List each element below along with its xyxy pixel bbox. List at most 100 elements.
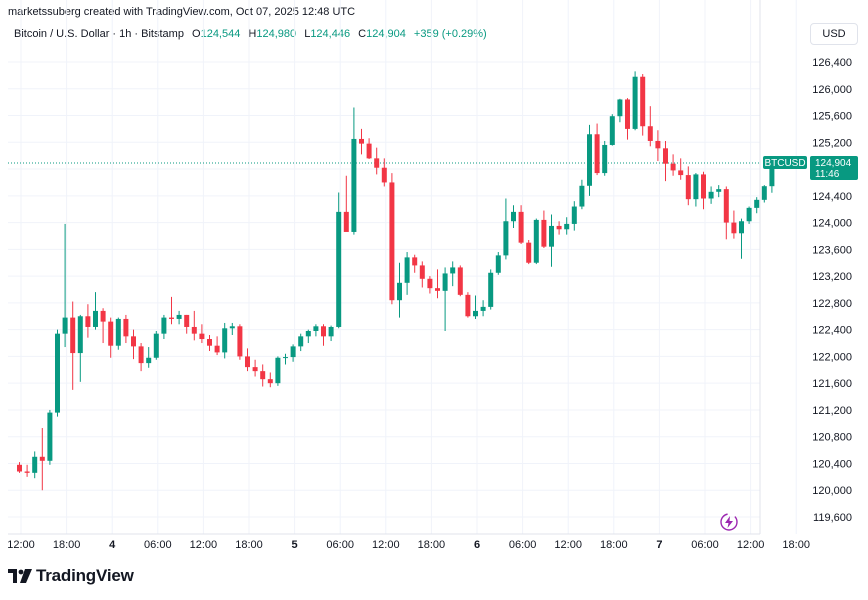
candle [290,344,296,362]
candle-body [427,278,433,289]
candle-body [533,219,539,263]
currency-button[interactable]: USD [810,23,858,45]
candle [564,217,570,235]
candle [655,130,661,162]
candle-body [131,336,136,347]
y-tick-label: 123,200 [812,271,852,283]
candle-body [526,242,532,263]
candle [184,314,190,334]
candle [47,409,53,465]
candle-body [511,211,516,222]
candle [640,74,646,136]
candle-body [328,326,334,337]
chart-legend: Bitcoin / U.S. Dollar · 1h · Bitstamp O1… [14,28,487,40]
candle [739,218,744,259]
x-tick-label: 18:00 [600,539,628,551]
candle-body [609,116,615,145]
candle [541,210,547,249]
candle [746,206,752,224]
candle [32,451,38,479]
candle [321,324,326,346]
candle [723,186,729,240]
candle [214,336,220,356]
candle [305,329,311,344]
candle-body [47,412,53,461]
candle-body [549,225,554,247]
candle-body [480,306,486,311]
candle-body [640,76,646,127]
candle-body [587,134,592,186]
y-tick-label: 123,600 [812,244,852,256]
flash-icon[interactable] [719,512,739,532]
candle-body [55,333,60,413]
candle-body [739,221,744,234]
candle-body [229,326,235,329]
candle-body [321,326,326,337]
x-tick-label: 18:00 [235,539,263,551]
candle-body [397,282,402,301]
candle [397,262,402,318]
candle-body [374,158,380,168]
candle [708,186,714,204]
y-tick-label: 124,400 [812,191,852,203]
candle [442,267,448,331]
x-tick-label: 12:00 [190,539,218,551]
x-tick-label: 12:00 [372,539,400,551]
candle [761,185,767,203]
candle-body [731,222,737,234]
candle-body [100,310,106,322]
candle [503,198,509,260]
x-tick-label: 4 [109,539,116,551]
candle [138,343,144,372]
candle-body [625,99,630,129]
candle-body [488,272,494,307]
candle [480,300,486,317]
candle [229,322,235,335]
price-tag-countdown: 11:46 [815,169,840,180]
candle-body [617,99,623,117]
candle-body [465,294,471,317]
candle [526,239,532,265]
candle [609,114,615,146]
candle [754,197,760,214]
candle-body [39,456,45,461]
candle [161,314,167,340]
candle-body [404,257,410,283]
candle [533,218,539,265]
candle-body [70,317,76,354]
candle [108,317,114,358]
candle [632,71,638,131]
candle [511,205,516,228]
candle [222,322,228,359]
candle-body [541,219,547,247]
candle-body [381,167,387,183]
x-tick-label: 12:00 [737,539,765,551]
candle-body [769,162,775,187]
candle-body [93,310,98,327]
y-tick-label: 125,600 [812,111,852,123]
candle-body [207,339,212,346]
tradingview-brand[interactable]: TradingView [8,566,134,586]
high-label: H [248,28,257,40]
tradingview-wordmark: TradingView [36,566,134,585]
y-tick-label: 124,000 [812,218,852,230]
candle [587,124,592,196]
candle-body [313,326,319,331]
candle [465,292,471,318]
symbol-description[interactable]: Bitcoin / U.S. Dollar · 1h · Bitstamp [14,28,184,40]
candle-body [503,221,509,256]
candle-body [336,211,342,327]
chart-author-header: marketssuberg created with TradingView.c… [8,6,356,18]
candle-body [161,317,167,334]
y-tick-label: 122,800 [812,298,852,310]
candle-body [366,143,372,159]
symbol-tag-bg [763,156,807,169]
candle [100,308,106,344]
x-tick-label: 12:00 [554,539,582,551]
candle [693,173,699,207]
candle [495,252,501,275]
candle [39,428,45,491]
candle [731,210,737,239]
candle [191,310,197,341]
